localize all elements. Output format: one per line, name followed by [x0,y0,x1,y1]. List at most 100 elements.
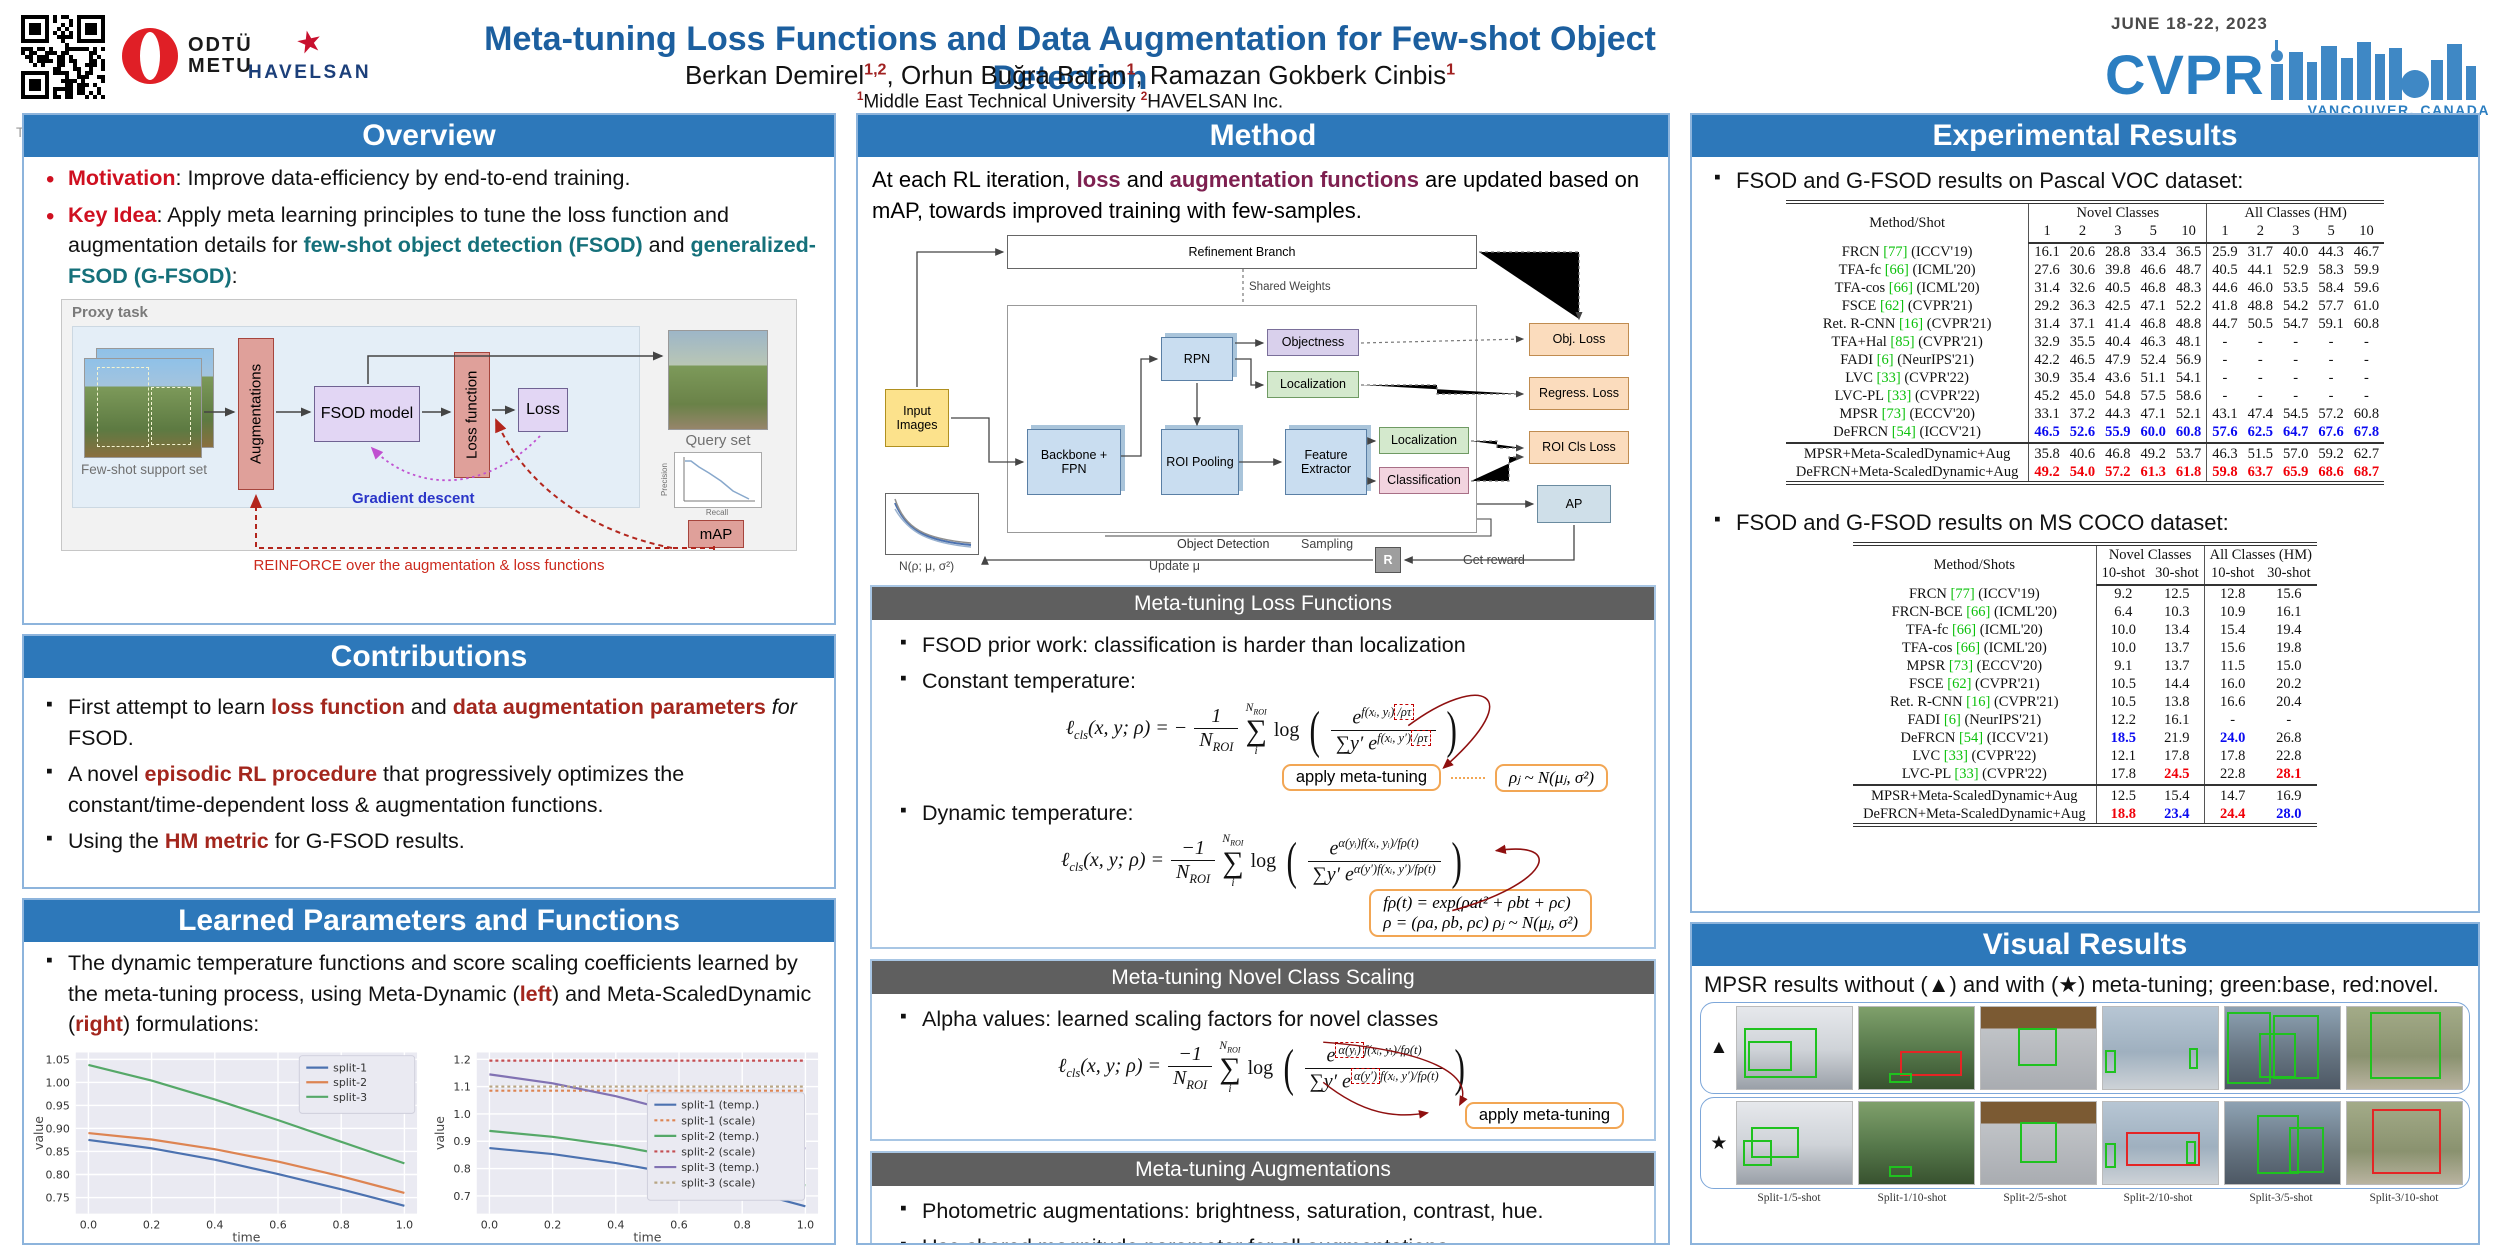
result-thumbnail [2345,1101,2463,1185]
value-cell: 50.5 [2247,316,2274,333]
detection-bbox [2273,1015,2320,1080]
svg-text:1.1: 1.1 [453,1080,470,1093]
method-cell: TFA-cos [66] (ICML'20) [1853,640,2096,658]
method-cell: LVC [33] (CVPR'22) [1786,370,2029,388]
overview-panel: Overview Motivation: Improve data-effici… [22,113,836,625]
text-run: Berkan Demirel [684,60,865,90]
value-cell: 35.8 [2028,441,2065,464]
coco-caption: FSOD and G-FSOD results on MS COCO datas… [1706,507,2464,538]
text-run: augmentation functions [1169,167,1419,192]
table-row: LVC-PL [33] (CVPR'22) 45.2 45.0 54.8 57.5 58.… [1786,387,2384,406]
value-cell: 19.4 [2276,622,2302,639]
method-citation: [54] [1888,424,1916,441]
value-cell: - [2328,388,2334,405]
text-run: At each RL iteration, [872,167,1077,192]
value-cell: - [2328,370,2334,387]
table-row: DeFRCN+Meta-ScaledDynamic+Aug 18.8 23.4 24.… [1853,805,2317,826]
text-run: : Apply meta learning principles to tune… [68,202,729,258]
text-run: and [1120,167,1170,192]
value-cell: 48.8 [2175,316,2202,333]
text-run: 2 [1140,90,1148,103]
method-citation: [33] [1940,748,1968,765]
result-thumbnail [1979,1006,2097,1090]
split-label: Split-3/5-shot [2249,1192,2313,1204]
text-run: are updated based on mAP, towards improv… [872,167,1640,223]
text-run: ) and Meta-ScaledDynamic ( [68,981,812,1037]
svg-text:0.6: 0.6 [269,1218,286,1231]
svg-text:1.2: 1.2 [453,1053,470,1066]
value-cell: 31.4 [2028,279,2065,298]
regress-loss-box: Regress. Loss [1529,376,1629,410]
value-cell: 45.0 [2069,388,2096,405]
method-citation: [16] [1895,316,1924,333]
method-name: TFA+Hal [1831,334,1887,351]
method-architecture-diagram: Refinement Branch Shared Weights Object … [877,231,1649,575]
method-cell: DeFRCN [54] (ICCV'21) [1853,730,2096,748]
svg-text:0.95: 0.95 [45,1099,69,1112]
table-row: FSCE [62] (CVPR'21) 10.5 14.4 16.0 20.2 [1853,675,2317,694]
experimental-results-panel: Experimental Results FSOD and G-FSOD res… [1690,113,2480,913]
value-cell: - [2293,370,2299,387]
table-row: Ret. R-CNN [16] (CVPR'21) 10.5 13.8 16.6 20.… [1853,693,2317,712]
value-cell: 26.8 [2276,730,2302,747]
value-cell: 43.1 [2206,405,2243,424]
value-cell: 48.1 [2175,334,2202,351]
value-cell: 60.8 [2175,424,2202,441]
value-cell: 10.0 [2095,621,2151,640]
method-cell: TFA-fc [66] (ICML'20) [1786,262,2029,280]
method-cell: TFA+Hal [85] (CVPR'21) [1786,334,2029,352]
value-cell: 52.9 [2283,262,2309,279]
value-cell: 47.4 [2247,406,2274,423]
value-cell: 46.8 [2140,280,2166,297]
get-reward-label: Get reward [1463,552,1525,567]
text-run: First attempt to learn [68,695,272,719]
gradient-descent-label: Gradient descent [352,490,475,508]
table-row: FRCN [77] (ICCV'19) 16.1 20.6 28.8 33.4 36.5 2… [1786,242,2384,262]
value-cell: 46.7 [2353,244,2380,261]
value-cell: - [2364,370,2369,387]
value-cell: 6.4 [2095,603,2151,622]
table-row: LVC [33] (CVPR'22) 30.9 35.4 43.6 51.1 54.1- -… [1786,369,2384,388]
metu-logo-text1: ODTÜ [188,34,253,56]
value-cell: 46.5 [2069,352,2096,369]
table-row: FSCE [62] (CVPR'21) 29.2 36.3 42.5 47.1 52.2 4… [1786,297,2384,316]
text-run: for [771,695,797,719]
visual-results-grid: ▲ ★ Split-1/5-shot Split-1/10-shot Split-2/5… [1692,1002,2478,1204]
method-name: LVC-PL [1834,388,1884,405]
value-cell: 9.1 [2095,657,2151,676]
result-thumbnail [1979,1101,2097,1185]
value-cell: 43.6 [2105,370,2131,387]
objectness-box: Objectness [1267,328,1359,356]
visual-results-header: Visual Results [1692,924,2478,966]
value-cell: 24.0 [2203,729,2261,748]
distribution-label: N(ρ; μ, σ²) [899,558,955,573]
detection-bbox [2105,1049,2116,1073]
table-subcol-header: 1 [2028,222,2065,244]
detection-bbox [2372,1108,2442,1175]
method-cell: FADI [6] (NeurIPS'21) [1786,352,2029,370]
detection-bbox [2369,1011,2442,1080]
table-subcol-header: 5 [2313,222,2349,244]
poster-affiliations: 1Middle East Technical University 2HAVEL… [420,90,1720,113]
value-cell: 44.3 [2318,244,2344,261]
value-cell: 52.2 [2175,298,2202,315]
method-venue: (CVPR'21) [1971,676,2040,693]
value-cell: 51.1 [2140,370,2166,387]
svg-text:time: time [232,1229,260,1243]
text-run: FSOD. [68,725,134,750]
reward-box: R [1375,546,1401,573]
contribution-item: First attempt to learn loss function and… [38,692,820,753]
precision-recall-plot [674,452,762,509]
text-run: A novel [68,762,145,787]
value-cell: - [2257,334,2263,351]
value-cell: 15.0 [2276,658,2302,675]
value-cell: 25.9 [2206,242,2243,262]
text-run: generalized-FSOD (G-FSOD) [68,233,816,288]
method-cell: FADI [6] (NeurIPS'21) [1853,712,2096,730]
method-name: FSCE [1908,676,1944,693]
value-cell: 15.4 [2150,783,2205,806]
value-cell: 46.6 [2140,262,2166,279]
value-cell: 54.7 [2283,316,2309,333]
value-cell: - [2286,712,2292,729]
svg-text:0.0: 0.0 [80,1218,97,1231]
